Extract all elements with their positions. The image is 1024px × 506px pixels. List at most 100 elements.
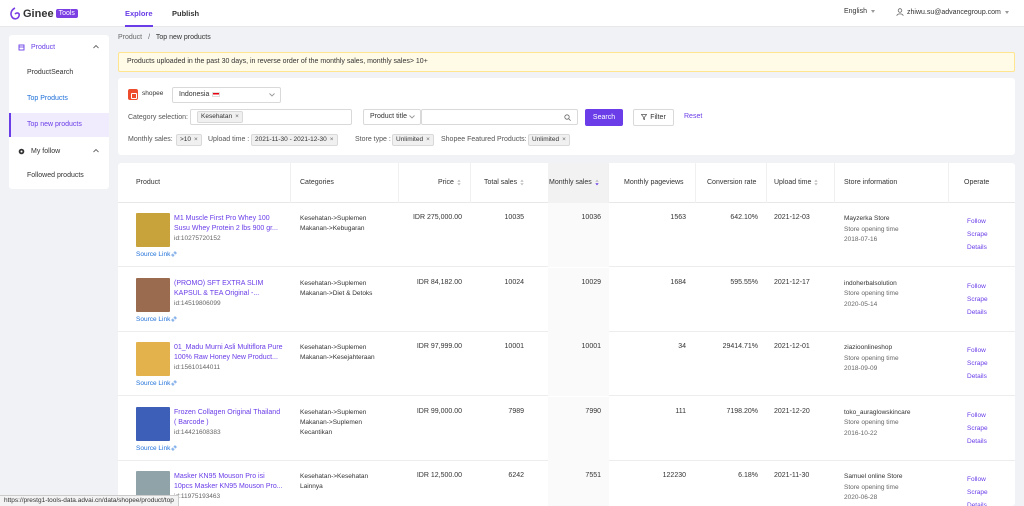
close-icon[interactable]: × [562, 136, 566, 143]
product-title-link[interactable]: 01_Madu Murni Asli Multiflora Pure 100% … [174, 344, 283, 361]
product-thumbnail[interactable] [136, 213, 170, 247]
col-monthly-pageviews: Monthly pageviews [624, 179, 684, 186]
source-link-label: Source Link [136, 380, 171, 387]
source-link[interactable]: Source Link [136, 380, 177, 387]
follow-link[interactable]: Follow [967, 218, 986, 225]
monthly-pageviews-cell: 111 [675, 407, 686, 415]
sidebar-item-top-new-products[interactable]: Top new products [9, 113, 109, 137]
store-name: Samuel online Store [844, 473, 903, 480]
store-opening-date: 2020-06-28 [844, 494, 878, 501]
col-store-information: Store information [844, 179, 898, 186]
price-cell: IDR 99,000.00 [416, 407, 462, 415]
filter-button[interactable]: Filter [633, 109, 674, 126]
category-cell: Kesehatan->Kesehatan Lainnya [300, 472, 400, 492]
details-link[interactable]: Details [967, 437, 987, 445]
sidebar-item-followed-products[interactable]: Followed products [27, 172, 84, 179]
indonesia-flag-icon [212, 91, 221, 97]
operate-cell: Follow Scrape Details [967, 215, 988, 254]
ginee-logo-icon [10, 6, 20, 20]
category-line: Lainnya [300, 483, 323, 490]
col-price[interactable]: Price [438, 163, 461, 203]
operate-cell: Follow Scrape Details [967, 344, 988, 383]
operate-cell: Follow Scrape Details [967, 473, 988, 506]
col-total-sales[interactable]: Total sales [484, 163, 524, 203]
table-row: Frozen Collagen Original Thailand ( Barc… [118, 396, 1015, 461]
search-field-value: Product title [370, 113, 407, 120]
monthly-sales-tag[interactable]: >10 × [176, 134, 202, 146]
monthly-sales-label: Monthly sales: [128, 136, 173, 143]
conversion-rate-cell: 6.18% [738, 472, 758, 479]
close-icon[interactable]: × [194, 136, 198, 143]
search-field-select[interactable]: Product title [363, 109, 421, 125]
total-sales-cell: 10001 [504, 343, 524, 350]
details-link[interactable]: Details [967, 244, 987, 251]
close-icon[interactable]: × [235, 113, 239, 120]
col-monthly-sales[interactable]: Monthly sales [549, 163, 599, 203]
category-line: Kesehatan->Kesehatan [300, 473, 369, 480]
details-link[interactable]: Details [967, 373, 987, 380]
sidebar-group-product[interactable]: Product [9, 35, 109, 59]
scrape-link[interactable]: Scrape [967, 424, 988, 432]
user-menu[interactable]: zhiwu.su@advancegroup.com [896, 8, 1009, 16]
product-thumbnail[interactable] [136, 406, 170, 441]
category-line: Kecantikan [300, 428, 333, 436]
reset-link[interactable]: Reset [684, 113, 703, 120]
category-select[interactable]: Kesehatan × [190, 109, 352, 125]
close-icon[interactable]: × [426, 136, 430, 143]
sort-icon [520, 179, 524, 186]
scrape-link[interactable]: Scrape [967, 360, 988, 367]
category-line: Makanan->Kebugaran [300, 225, 365, 232]
chevron-down-icon [870, 9, 875, 13]
store-name: ziazioonlineshop [844, 344, 893, 351]
user-icon [896, 8, 904, 16]
user-email: zhiwu.su@advancegroup.com [907, 8, 1001, 16]
follow-link[interactable]: Follow [967, 476, 986, 483]
col-upload-time[interactable]: Upload time [774, 163, 819, 203]
sidebar-group-my-follow[interactable]: My follow [9, 139, 109, 163]
total-sales-cell: 10035 [504, 214, 524, 221]
sorted-column-bg [548, 332, 609, 396]
store-opening-label: Store opening time [844, 419, 899, 426]
category-line: Makanan->Diet & Detoks [300, 289, 373, 297]
upload-time-tag[interactable]: 2021-11-30 - 2021-12-30 × [251, 134, 338, 146]
details-link[interactable]: Details [967, 502, 987, 506]
store-opening-date: 2018-07-16 [844, 236, 878, 243]
scrape-link[interactable]: Scrape [967, 489, 988, 496]
product-title-link[interactable]: M1 Muscle First Pro Whey 100 Susu Whey P… [174, 215, 278, 232]
logo[interactable]: Ginee Tools [9, 6, 78, 21]
source-link[interactable]: Source Link [136, 251, 177, 258]
conversion-rate-cell: 595.55% [730, 278, 758, 286]
tab-explore[interactable]: Explore [125, 0, 153, 27]
sort-icon [814, 179, 819, 186]
featured-products-tag[interactable]: Unlimited × [528, 134, 570, 146]
price-cell: IDR 97,999.00 [416, 343, 462, 350]
product-title-link[interactable]: Frozen Collagen Original Thailand ( Barc… [174, 408, 281, 426]
product-title-link[interactable]: (PROMO) SFT EXTRA SLIM KAPSUL & TEA Orig… [174, 279, 264, 297]
product-table: Product Categories Price Total sales Mon… [118, 163, 1015, 506]
scrape-link[interactable]: Scrape [967, 231, 988, 238]
operate-cell: Follow Scrape Details [967, 280, 988, 319]
breadcrumb-root[interactable]: Product [118, 34, 143, 41]
store-type-tag[interactable]: Unlimited × [392, 134, 434, 146]
search-button[interactable]: Search [585, 109, 623, 126]
close-icon[interactable]: × [329, 136, 334, 143]
sidebar-item-top-products[interactable]: Top Products [27, 95, 68, 102]
product-icon [18, 44, 25, 50]
follow-link[interactable]: Follow [967, 347, 986, 354]
country-select[interactable]: Indonesia [172, 87, 281, 103]
product-thumbnail[interactable] [136, 277, 170, 312]
category-tag[interactable]: Kesehatan × [197, 111, 243, 123]
tab-publish[interactable]: Publish [172, 0, 199, 27]
details-link[interactable]: Details [967, 308, 987, 316]
search-input[interactable] [421, 109, 578, 125]
follow-link[interactable]: Follow [967, 282, 986, 290]
product-title-link[interactable]: Masker KN95 Mouson Pro isi 10pcs Masker … [174, 473, 283, 490]
scrape-link[interactable]: Scrape [967, 295, 988, 303]
product-thumbnail[interactable] [136, 342, 170, 376]
total-sales-cell: 7989 [508, 407, 524, 415]
sidebar-item-productsearch[interactable]: ProductSearch [27, 69, 74, 76]
follow-link[interactable]: Follow [967, 411, 986, 419]
source-link[interactable]: Source Link [136, 445, 177, 452]
language-select[interactable]: English [844, 8, 875, 15]
source-link[interactable]: Source Link [136, 316, 177, 323]
